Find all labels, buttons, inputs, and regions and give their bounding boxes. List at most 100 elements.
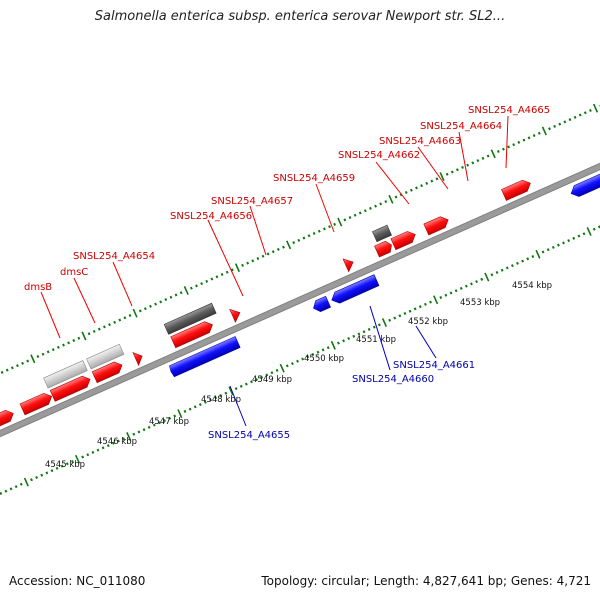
gene-arrow-SNSL254_A4657[interactable] xyxy=(170,319,215,349)
ruler-minor-tick xyxy=(292,241,296,245)
ruler-minor-tick xyxy=(260,375,264,379)
gene-arrow[interactable] xyxy=(0,408,16,441)
rna-feature-dark[interactable] xyxy=(372,224,392,243)
gene-label-SNSL254_A4665[interactable]: SNSL254_A4665 xyxy=(468,105,550,116)
gene-arrow-dmsC[interactable] xyxy=(49,374,92,402)
gene-label-dmsC[interactable]: dmsC xyxy=(60,267,88,278)
ruler-minor-tick xyxy=(14,485,18,489)
ruler-minor-tick xyxy=(557,243,560,247)
ruler-minor-tick xyxy=(424,302,427,306)
ruler-minor-tick xyxy=(537,131,541,135)
ruler-minor-tick xyxy=(45,471,49,475)
genome-backbone xyxy=(0,142,600,458)
gene-arrow-SNSL254_A4663[interactable] xyxy=(374,240,393,258)
ruler-minor-tick xyxy=(413,307,417,311)
ruler-minor-tick xyxy=(388,318,392,322)
rna-feature-light[interactable] xyxy=(43,360,88,389)
gene-arrow-SNSL254_A4656[interactable] xyxy=(132,350,145,367)
ruler-minor-tick xyxy=(353,213,357,217)
ruler-minor-tick xyxy=(251,259,255,263)
ruler-minor-tick xyxy=(582,232,586,236)
gene-label-SNSL254_A4662[interactable]: SNSL254_A4662 xyxy=(338,150,420,161)
rna-feature-light[interactable] xyxy=(86,343,125,370)
ruler-major-tick xyxy=(23,477,29,487)
gene-label-SNSL254_A4663[interactable]: SNSL254_A4663 xyxy=(379,136,461,147)
gene-arrow-SNSL254_A4662[interactable] xyxy=(342,256,356,273)
ruler-minor-tick xyxy=(328,225,331,229)
ruler-minor-tick xyxy=(541,250,545,254)
gene-arrow-SNSL254_A4655[interactable] xyxy=(169,336,241,378)
ruler-label: 4554 kbp xyxy=(512,281,552,291)
ruler-minor-tick xyxy=(415,186,418,190)
ruler-minor-tick xyxy=(418,305,422,309)
ruler-minor-tick xyxy=(326,346,330,350)
ruler-minor-tick xyxy=(193,405,197,409)
gene-label-SNSL254_A4660[interactable]: SNSL254_A4660 xyxy=(352,374,434,385)
forward-labels: dmsB dmsC SNSL254_A4654 SNSL254_A4656 SN… xyxy=(24,105,550,293)
ruler-minor-tick xyxy=(200,282,204,286)
ruler-major-tick xyxy=(132,308,138,318)
gene-label-SNSL254_A4661[interactable]: SNSL254_A4661 xyxy=(393,360,475,371)
gene-label-SNSL254_A4656[interactable]: SNSL254_A4656 xyxy=(170,211,252,222)
gene-arrow-SNSL254_A4665[interactable] xyxy=(423,214,451,236)
ruler-label: 4551 kbp xyxy=(356,335,396,345)
ruler-major-tick xyxy=(234,263,240,273)
ruler-minor-tick xyxy=(374,204,377,208)
ruler-minor-tick xyxy=(50,469,54,473)
ruler-minor-tick xyxy=(152,423,156,427)
ruler-minor-tick xyxy=(496,149,500,153)
ruler-minor-tick xyxy=(271,250,275,254)
gene-label-SNSL254_A4659[interactable]: SNSL254_A4659 xyxy=(273,173,355,184)
ruler-label: 4548 kbp xyxy=(201,395,241,405)
gene-label-dmsB[interactable]: dmsB xyxy=(24,282,52,293)
ruler-minor-tick xyxy=(476,159,480,163)
ruler-minor-tick xyxy=(302,236,306,240)
ruler-minor-tick xyxy=(372,325,376,329)
ruler-major-tick xyxy=(592,103,599,113)
forward-label-leaders xyxy=(40,115,509,339)
ruler-minor-tick xyxy=(578,113,582,117)
ruler-minor-tick xyxy=(337,341,340,345)
rna-feature-dark[interactable] xyxy=(163,302,217,335)
gene-arrow-SNSL254_A4659[interactable] xyxy=(229,306,243,323)
leader-line xyxy=(73,277,96,324)
gene-label-SNSL254_A4655[interactable]: SNSL254_A4655 xyxy=(208,430,290,441)
gene-arrow-SNSL254_A4660[interactable] xyxy=(311,295,331,313)
reverse-labels: SNSL254_A4655 SNSL254_A4660 SNSL254_A466… xyxy=(208,360,475,441)
ruler-minor-tick xyxy=(0,370,4,374)
ruler-major-tick xyxy=(490,149,496,159)
ruler-major-tick xyxy=(177,409,183,419)
gene-label-SNSL254_A4657[interactable]: SNSL254_A4657 xyxy=(211,196,293,207)
gene-arrow-dmsB[interactable] xyxy=(19,391,54,416)
ruler-minor-tick xyxy=(363,209,367,213)
ruler-label: 4546 kbp xyxy=(97,437,137,447)
gene-arrow-SNSL254_A4661[interactable] xyxy=(329,274,380,306)
ruler-ticks-upper xyxy=(0,103,600,374)
ruler-major-tick xyxy=(330,340,336,350)
ruler-minor-tick xyxy=(291,362,294,366)
ruler-minor-tick xyxy=(527,136,531,140)
ruler-minor-tick xyxy=(234,387,238,391)
leader-line xyxy=(229,385,247,427)
ruler-minor-tick xyxy=(505,266,509,270)
gene-arrow[interactable] xyxy=(501,178,532,201)
map-title: Salmonella enterica subsp. enterica sero… xyxy=(94,9,506,24)
ruler-minor-tick xyxy=(343,218,347,222)
ruler-minor-tick xyxy=(173,414,177,418)
gene-label-SNSL254_A4664[interactable]: SNSL254_A4664 xyxy=(420,121,502,132)
leader-line xyxy=(315,183,335,233)
ruler-minor-tick xyxy=(41,352,45,356)
gene-arrow-SNSL254_A4654[interactable] xyxy=(91,360,124,384)
gene-arrow-SNSL254_A4664[interactable] xyxy=(390,229,418,251)
ruler-minor-tick xyxy=(111,441,115,445)
ruler-minor-tick xyxy=(526,257,530,261)
ruler-minor-tick xyxy=(205,279,209,283)
gene-label-SNSL254_A4654[interactable]: SNSL254_A4654 xyxy=(73,251,155,262)
ruler-minor-tick xyxy=(589,108,592,112)
ruler-minor-tick xyxy=(558,122,562,126)
ruler-major-tick xyxy=(541,126,547,136)
ruler-minor-tick xyxy=(97,327,101,331)
ruler-minor-tick xyxy=(459,286,463,290)
ruler-minor-tick xyxy=(306,355,310,359)
ruler-minor-tick xyxy=(369,206,372,210)
